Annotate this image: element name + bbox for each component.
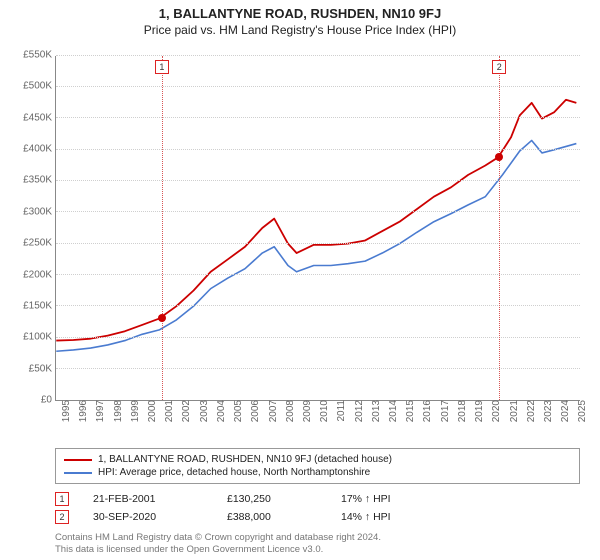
legend-label-1: 1, BALLANTYNE ROAD, RUSHDEN, NN10 9FJ (d… — [98, 454, 392, 465]
gridline — [56, 337, 580, 338]
x-axis-label: 2005 — [231, 400, 244, 422]
y-axis-label: £300K — [23, 206, 56, 217]
legend-label-2: HPI: Average price, detached house, Nort… — [98, 467, 370, 478]
event-price: £130,250 — [227, 493, 337, 505]
chart-wrapper: 1, BALLANTYNE ROAD, RUSHDEN, NN10 9FJ Pr… — [0, 0, 600, 560]
y-axis-label: £200K — [23, 269, 56, 280]
gridline — [56, 149, 580, 150]
chart-subtitle: Price paid vs. HM Land Registry's House … — [0, 21, 600, 41]
y-axis-label: £550K — [23, 50, 56, 61]
x-axis-label: 2017 — [438, 400, 451, 422]
event-dot-2 — [495, 153, 503, 161]
event-badge-1: 1 — [155, 60, 169, 74]
event-row: 1 21-FEB-2001 £130,250 17% ↑ HPI — [55, 490, 580, 508]
event-row-badge: 2 — [55, 510, 69, 524]
legend-item-series2: HPI: Average price, detached house, Nort… — [64, 466, 571, 479]
y-axis-label: £0 — [41, 395, 56, 406]
x-axis-label: 2020 — [489, 400, 502, 422]
x-axis-label: 2022 — [524, 400, 537, 422]
x-axis-label: 2013 — [369, 400, 382, 422]
legend-item-series1: 1, BALLANTYNE ROAD, RUSHDEN, NN10 9FJ (d… — [64, 453, 571, 466]
x-axis-label: 2009 — [300, 400, 313, 422]
x-axis-label: 2025 — [575, 400, 588, 422]
x-axis-label: 2000 — [145, 400, 158, 422]
gridline — [56, 55, 580, 56]
footer-line-2: This data is licensed under the Open Gov… — [55, 544, 580, 556]
event-row: 2 30-SEP-2020 £388,000 14% ↑ HPI — [55, 508, 580, 526]
y-axis-label: £500K — [23, 81, 56, 92]
y-axis-label: £150K — [23, 300, 56, 311]
x-axis-label: 2016 — [420, 400, 433, 422]
y-axis-label: £400K — [23, 144, 56, 155]
gridline — [56, 368, 580, 369]
x-axis-label: 2006 — [248, 400, 261, 422]
x-axis-label: 1996 — [76, 400, 89, 422]
event-price: £388,000 — [227, 511, 337, 523]
event-date: 21-FEB-2001 — [73, 493, 223, 505]
legend-swatch-2 — [64, 472, 92, 474]
y-axis-label: £250K — [23, 238, 56, 249]
y-axis-label: £450K — [23, 112, 56, 123]
y-axis-label: £100K — [23, 332, 56, 343]
gridline — [56, 211, 580, 212]
x-axis-label: 2018 — [455, 400, 468, 422]
x-axis-label: 2002 — [179, 400, 192, 422]
x-axis-label: 2007 — [266, 400, 279, 422]
event-badge-2: 2 — [492, 60, 506, 74]
event-diff: 17% ↑ HPI — [341, 493, 580, 505]
x-axis-label: 2015 — [403, 400, 416, 422]
x-axis-label: 2004 — [214, 400, 227, 422]
x-axis-label: 1998 — [111, 400, 124, 422]
y-axis-label: £350K — [23, 175, 56, 186]
gridline — [56, 243, 580, 244]
chart-plot-area: £0£50K£100K£150K£200K£250K£300K£350K£400… — [55, 56, 580, 401]
x-axis-label: 2023 — [541, 400, 554, 422]
chart-lines-svg — [56, 56, 580, 400]
x-axis-label: 2021 — [507, 400, 520, 422]
footer-line-1: Contains HM Land Registry data © Crown c… — [55, 532, 580, 544]
x-axis-label: 2011 — [334, 400, 347, 422]
x-axis-label: 2024 — [558, 400, 571, 422]
y-axis-label: £50K — [29, 363, 56, 374]
x-axis-label: 2010 — [317, 400, 330, 422]
legend-box: 1, BALLANTYNE ROAD, RUSHDEN, NN10 9FJ (d… — [55, 448, 580, 484]
gridline — [56, 117, 580, 118]
x-axis-label: 1997 — [93, 400, 106, 422]
footer-attribution: Contains HM Land Registry data © Crown c… — [55, 532, 580, 556]
event-diff: 14% ↑ HPI — [341, 511, 580, 523]
x-axis-label: 2003 — [197, 400, 210, 422]
x-axis-label: 2014 — [386, 400, 399, 422]
events-table: 1 21-FEB-2001 £130,250 17% ↑ HPI 2 30-SEP-202… — [55, 490, 580, 526]
event-vline — [499, 56, 500, 400]
gridline — [56, 274, 580, 275]
x-axis-label: 2012 — [352, 400, 365, 422]
x-axis-label: 2008 — [283, 400, 296, 422]
chart-title: 1, BALLANTYNE ROAD, RUSHDEN, NN10 9FJ — [0, 0, 600, 21]
event-date: 30-SEP-2020 — [73, 511, 223, 523]
gridline — [56, 86, 580, 87]
x-axis-label: 2001 — [162, 400, 175, 422]
gridline — [56, 305, 580, 306]
x-axis-label: 1999 — [128, 400, 141, 422]
event-vline — [162, 56, 163, 400]
gridline — [56, 180, 580, 181]
legend-swatch-1 — [64, 459, 92, 461]
event-row-badge: 1 — [55, 492, 69, 506]
x-axis-label: 2019 — [472, 400, 485, 422]
event-dot-1 — [158, 314, 166, 322]
x-axis-label: 1995 — [59, 400, 72, 422]
